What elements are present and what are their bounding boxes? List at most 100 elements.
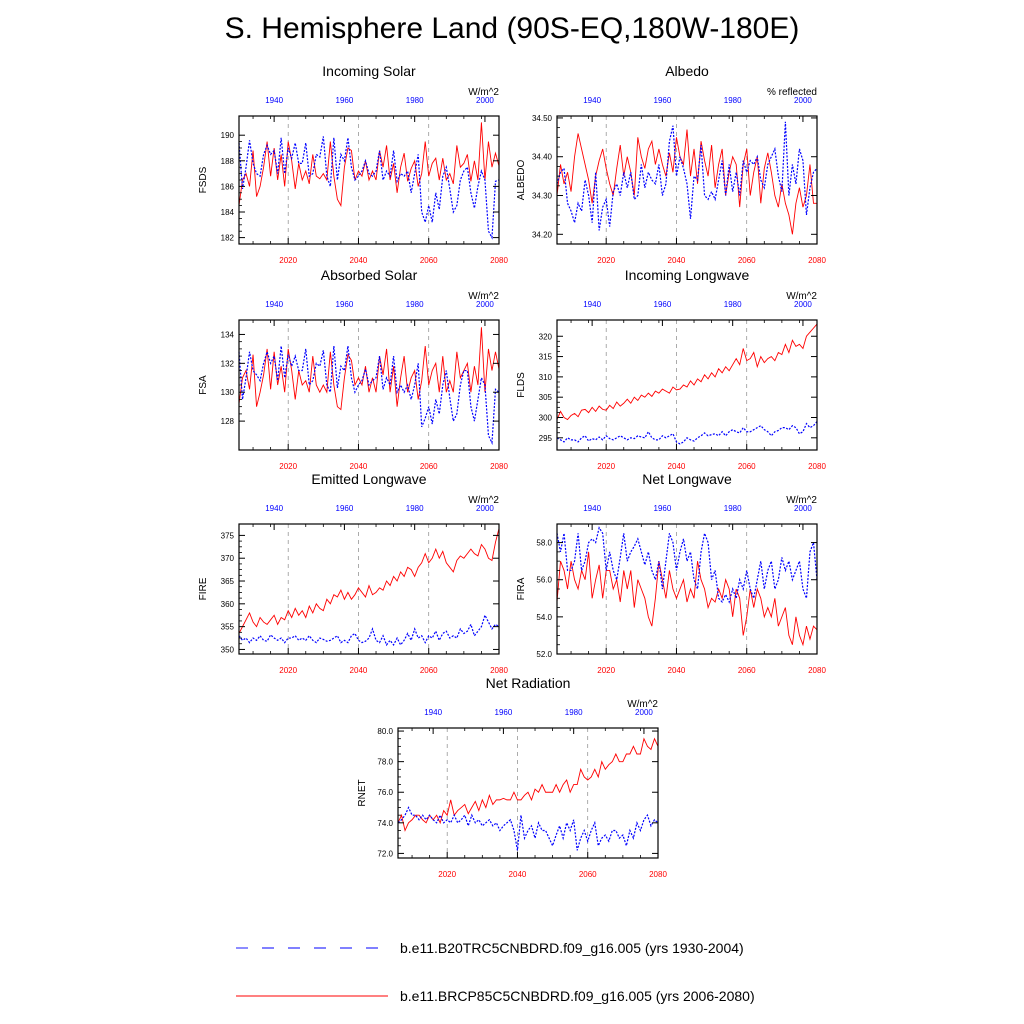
fsds-xtick-bottom-label: 2020 [279, 256, 297, 265]
fsa-ytick-label: 128 [221, 417, 235, 426]
fsds-ytick-label: 188 [221, 157, 235, 166]
flds-xtick-bottom-label: 2080 [808, 462, 826, 471]
rnet-ytick-label: 80.0 [377, 727, 393, 736]
rnet-units: W/m^2 [627, 699, 658, 710]
rnet-ytick-label: 76.0 [377, 788, 393, 797]
legend-historical-label: b.e11.B20TRC5CNBDRD.f09_g16.005 (yrs 193… [400, 940, 744, 956]
albedo-ylabel: ALBEDO [516, 159, 527, 200]
fsa-xtick-bottom-label: 2080 [490, 462, 508, 471]
flds-units: W/m^2 [786, 291, 817, 302]
fsds-xtick-top-label: 1980 [406, 96, 424, 105]
flds-xtick-bottom-label: 2020 [597, 462, 615, 471]
fsds-xtick-bottom-label: 2080 [490, 256, 508, 265]
fira-ytick-label: 54.0 [536, 613, 552, 622]
fire-ytick-label: 360 [221, 600, 235, 609]
albedo-ytick-label: 34.30 [532, 192, 553, 201]
albedo-ytick-label: 34.40 [532, 153, 553, 162]
fira-units: W/m^2 [786, 495, 817, 506]
rnet-ytick-label: 72.0 [377, 849, 393, 858]
fire-xtick-top-label: 2000 [476, 504, 494, 513]
albedo-future-series [556, 129, 817, 235]
fira-historical-series [556, 526, 818, 604]
rnet-xtick-top-label: 1980 [565, 708, 583, 717]
fsds-xtick-top-label: 1940 [265, 96, 283, 105]
rnet-title: Net Radiation [486, 675, 571, 691]
albedo-plot-frame [556, 115, 818, 245]
fsds-ytick-label: 190 [221, 131, 235, 140]
flds-historical-series [556, 421, 818, 445]
albedo-title: Albedo [665, 63, 709, 79]
fsds-xtick-bottom-label: 2060 [420, 256, 438, 265]
fsds-title: Incoming Solar [322, 63, 416, 79]
fsds-ylabel: FSDS [198, 166, 209, 193]
flds-ytick-label: 295 [539, 434, 553, 443]
flds-ytick-label: 320 [539, 332, 553, 341]
fire-ytick-label: 370 [221, 554, 235, 563]
fire-xtick-bottom-label: 2040 [350, 666, 368, 675]
fsa-title: Absorbed Solar [321, 267, 418, 283]
albedo-xtick-bottom-label: 2060 [738, 256, 756, 265]
flds-xtick-bottom-label: 2040 [668, 462, 686, 471]
fsa-ytick-label: 130 [221, 388, 235, 397]
rnet-xtick-bottom-label: 2040 [509, 870, 527, 879]
fire-ytick-label: 365 [221, 577, 235, 586]
flds-xtick-top-label: 1940 [583, 300, 601, 309]
albedo-xtick-bottom-label: 2080 [808, 256, 826, 265]
albedo-xtick-top-label: 1940 [583, 96, 601, 105]
fire-plot-frame [238, 523, 500, 655]
fsa-xtick-bottom-label: 2040 [350, 462, 368, 471]
fsa-ytick-label: 132 [221, 359, 235, 368]
rnet-ytick-label: 74.0 [377, 819, 393, 828]
rnet-xtick-top-label: 1940 [424, 708, 442, 717]
albedo-xtick-top-label: 1960 [654, 96, 672, 105]
rnet-ytick-label: 78.0 [377, 758, 393, 767]
fire-xtick-bottom-label: 2080 [490, 666, 508, 675]
flds-plot-frame [556, 319, 818, 451]
flds-xtick-top-label: 1960 [654, 300, 672, 309]
fsa-units: W/m^2 [468, 291, 499, 302]
rnet-xtick-bottom-label: 2060 [579, 870, 597, 879]
fire-units: W/m^2 [468, 495, 499, 506]
rnet-ylabel: RNET [357, 779, 368, 806]
albedo-ytick-label: 34.50 [532, 114, 553, 123]
flds-xtick-top-label: 1980 [724, 300, 742, 309]
albedo-ytick-label: 34.20 [532, 230, 553, 239]
fira-xtick-bottom-label: 2040 [668, 666, 686, 675]
fire-xtick-top-label: 1980 [406, 504, 424, 513]
flds-future-series [556, 323, 818, 421]
fira-future-series [556, 551, 818, 647]
fsa-ytick-label: 134 [221, 330, 235, 339]
flds-xtick-top-label: 2000 [794, 300, 812, 309]
fsa-xtick-bottom-label: 2060 [420, 462, 438, 471]
fire-title: Emitted Longwave [311, 471, 426, 487]
flds-ylabel: FLDS [516, 372, 527, 398]
fire-ytick-label: 355 [221, 623, 235, 632]
rnet-xtick-top-label: 2000 [635, 708, 653, 717]
fsds-ytick-label: 186 [221, 182, 235, 191]
albedo-xtick-bottom-label: 2020 [597, 256, 615, 265]
fsa-xtick-bottom-label: 2020 [279, 462, 297, 471]
fire-future-series [238, 528, 500, 634]
rnet-plot-frame [397, 727, 659, 859]
fira-xtick-bottom-label: 2080 [808, 666, 826, 675]
fire-ytick-label: 375 [221, 531, 235, 540]
albedo-xtick-top-label: 2000 [794, 96, 812, 105]
fira-ytick-label: 58.0 [536, 539, 552, 548]
fsds-future-series [238, 122, 500, 208]
page-title: S. Hemisphere Land (90S-EQ,180W-180E) [224, 12, 800, 45]
fsa-historical-series [238, 345, 500, 446]
fira-xtick-top-label: 2000 [794, 504, 812, 513]
fsa-xtick-top-label: 1940 [265, 300, 283, 309]
fire-xtick-top-label: 1940 [265, 504, 283, 513]
fire-historical-series [238, 613, 500, 647]
fira-ylabel: FIRA [516, 577, 527, 600]
fsa-ylabel: FSA [198, 375, 209, 395]
albedo-historical-series [556, 121, 818, 231]
flds-title: Incoming Longwave [625, 267, 750, 283]
fira-ytick-label: 52.0 [536, 650, 552, 659]
fire-xtick-top-label: 1960 [336, 504, 354, 513]
fsa-xtick-top-label: 1960 [336, 300, 354, 309]
rnet-xtick-top-label: 1960 [495, 708, 513, 717]
flds-ytick-label: 315 [539, 353, 553, 362]
fsds-ytick-label: 184 [221, 208, 235, 217]
